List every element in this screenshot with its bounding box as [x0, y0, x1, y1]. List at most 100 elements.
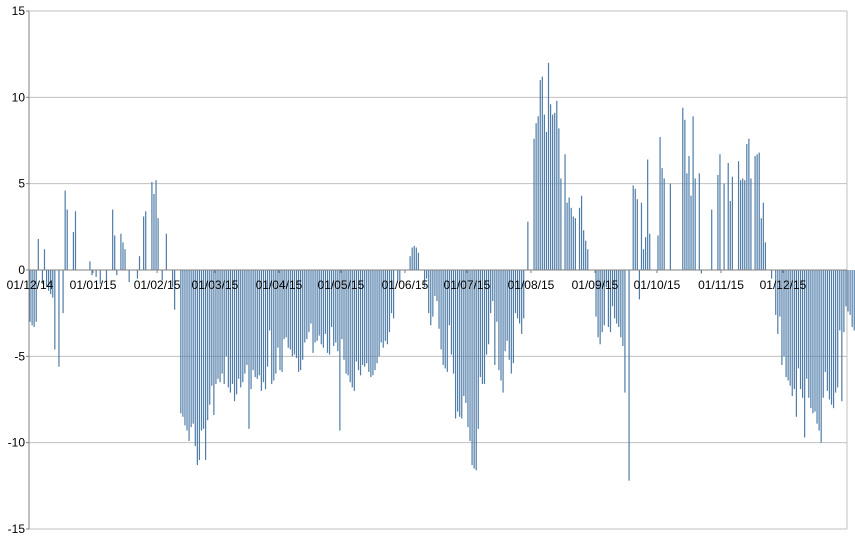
bar: [145, 211, 147, 270]
bar: [832, 270, 835, 409]
bar: [595, 270, 597, 317]
bar: [124, 249, 126, 270]
bar: [756, 154, 758, 270]
bar: [112, 209, 114, 270]
bar: [432, 270, 434, 317]
bar: [382, 270, 384, 348]
bar: [614, 270, 616, 319]
bar: [417, 252, 419, 270]
bar: [320, 270, 322, 345]
bar: [518, 270, 521, 324]
bar: [343, 270, 345, 360]
bar: [64, 190, 66, 270]
bar: [634, 188, 636, 270]
bar: [771, 270, 773, 279]
bar: [250, 270, 252, 390]
bar: [512, 270, 514, 364]
y-tick-label: -15: [8, 522, 26, 536]
bar: [254, 270, 256, 378]
bar: [535, 123, 537, 270]
bar: [537, 116, 539, 270]
bar: [165, 233, 167, 270]
bar: [43, 249, 46, 270]
bar: [242, 270, 244, 383]
bar: [845, 270, 847, 307]
bar: [328, 270, 331, 355]
x-tick-label: 01/11/15: [698, 278, 744, 292]
bar: [682, 107, 684, 270]
bar: [597, 270, 599, 338]
bar: [291, 270, 293, 357]
bar-series: [29, 62, 855, 481]
bar: [748, 138, 750, 270]
bar: [52, 270, 54, 298]
bar: [128, 270, 130, 283]
bar: [492, 270, 494, 302]
bar: [211, 270, 213, 386]
x-tick-label: 01/09/15: [572, 278, 619, 292]
bar: [847, 270, 849, 312]
bar: [835, 270, 837, 393]
bar: [684, 119, 686, 270]
bar: [258, 270, 260, 376]
bar: [467, 270, 469, 428]
bar: [428, 270, 430, 314]
bar: [138, 256, 141, 270]
bar: [308, 270, 310, 333]
bar: [430, 270, 432, 326]
bar: [690, 195, 692, 270]
bar: [252, 270, 254, 371]
bar: [188, 270, 190, 441]
x-tick-label: 01/04/15: [256, 278, 303, 292]
bar: [729, 200, 731, 270]
bar: [376, 270, 378, 364]
bar: [388, 270, 391, 333]
bar: [225, 270, 227, 357]
bar: [628, 270, 630, 481]
bar: [182, 270, 184, 417]
bar: [620, 270, 622, 338]
bar: [217, 270, 219, 379]
bar: [91, 270, 93, 276]
bar: [624, 270, 626, 393]
bar: [810, 270, 812, 409]
x-tick-label: 01/05/15: [318, 278, 365, 292]
bar: [366, 270, 368, 364]
bar: [399, 270, 401, 284]
bar: [161, 270, 163, 281]
bar: [269, 270, 271, 331]
bar: [841, 270, 843, 402]
bar: [221, 270, 223, 374]
bar: [795, 270, 797, 417]
bar: [409, 256, 411, 270]
bar: [209, 270, 211, 405]
bar: [397, 270, 399, 281]
bar: [527, 221, 529, 270]
bar: [824, 270, 826, 372]
bar: [496, 270, 498, 322]
bar: [473, 270, 475, 469]
bar: [157, 218, 159, 270]
bar: [318, 270, 320, 336]
bar: [198, 270, 201, 460]
bar: [262, 270, 265, 383]
bar: [849, 270, 851, 315]
bar: [692, 116, 694, 270]
bar: [508, 270, 510, 360]
bar: [62, 270, 64, 314]
bar: [392, 270, 395, 319]
y-tick-label: -5: [14, 349, 25, 363]
bar: [331, 270, 333, 327]
bar: [632, 185, 634, 270]
bar: [663, 178, 665, 270]
bar: [207, 270, 209, 421]
bar: [471, 270, 473, 466]
bar: [452, 270, 455, 374]
bar: [364, 270, 366, 367]
bar: [256, 270, 258, 379]
y-tick-label: 0: [18, 263, 25, 277]
bar: [797, 270, 800, 369]
bar: [502, 270, 504, 393]
bar: [843, 270, 845, 333]
y-tick-label: -10: [8, 436, 26, 450]
